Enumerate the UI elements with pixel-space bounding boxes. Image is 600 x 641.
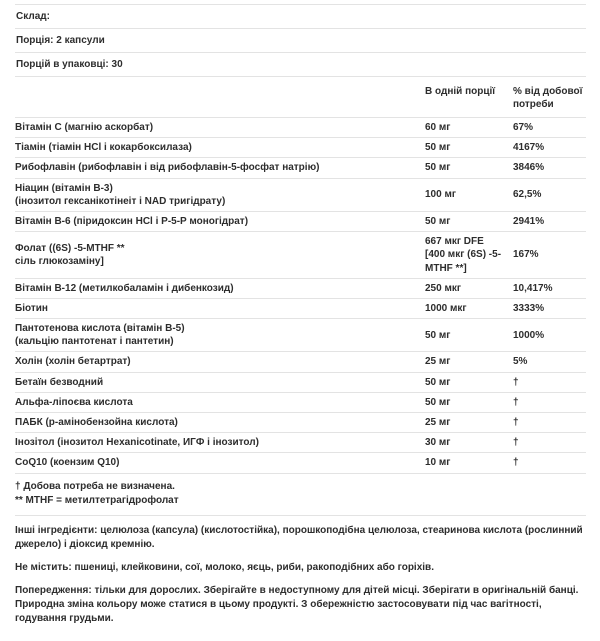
paragraph: Не містить: пшениці, клейковини, сої, мо… [15,561,434,573]
paragraph: Інші інгредієнти: целюлоза (капсула) (ки… [15,524,583,550]
table-row: CoQ10 (коензим Q10) 10 мг † [15,453,586,474]
footnote-daily-value-undefined: † Добова потреба не визначена. [15,480,175,492]
nutrient-daily-value: 3333% [513,302,545,314]
table-header-row: В одній порції % від добової потреби [15,77,586,118]
nutrient-daily-value: 62,5% [513,189,542,201]
table-row: Рибофлавін (рибофлавін і від рибофлавін-… [15,158,586,179]
amount-column-header: В одній порції [425,86,496,97]
nutrient-name: Вітамін B-6 (піридоксин HCl і P-5-P моно… [15,215,249,227]
nutrient-name: Холін (холін бетартрат) [15,356,131,368]
table-row: ПАБК (p-амінобензойна кислота) 25 мг † [15,413,586,434]
nutrient-daily-value: 2941% [513,215,545,227]
nutrient-name: Вітамін C (магнію аскорбат) [15,122,154,133]
nutrient-name: Тіамін (тіамін HCl і кокарбоксилаза) [15,142,192,154]
nutrient-amount: 10 мг [425,457,451,469]
description-paragraphs: Інші інгредієнти: целюлоза (капсула) (ки… [15,516,586,626]
nutrient-table-body: Вітамін C (магнію аскорбат) 60 мг 67% Ті… [15,118,586,474]
nutrient-daily-value: † [513,437,519,449]
nutrient-name: Рибофлавін (рибофлавін і від рибофлавін-… [15,162,320,174]
paragraph: Попередження: тільки для дорослих. Збері… [15,584,579,624]
composition-label: Склад: [15,4,586,29]
nutrient-name: Пантотенова кислота (вітамін B-5) (кальц… [15,323,185,348]
table-row: Бетаїн безводний 50 мг † [15,373,586,393]
nutrient-daily-value: 4167% [513,142,545,154]
table-row: Інозітол (інозитол Hexanicotinate, ИГФ і… [15,433,586,454]
nutrient-amount: 100 мг [425,189,457,201]
table-row: Альфа-ліпоєва кислота 50 мг † [15,393,586,413]
nutrient-daily-value: † [513,457,519,469]
servings-per-container-label: Порцій в упаковці: 30 [15,53,586,77]
nutrient-amount: 1000 мкг [425,302,467,314]
table-row: Вітамін B-6 (піридоксин HCl і P-5-P моно… [15,212,586,233]
nutrient-name: Біотин [15,302,48,314]
nutrient-amount: 50 мг [425,142,451,154]
nutrient-amount: 25 мг [425,417,451,428]
nutrient-name: Інозітол (інозитол Hexanicotinate, ИГФ і… [15,437,259,449]
nutrient-name: CoQ10 (коензим Q10) [15,457,120,469]
nutrient-amount: 30 мг [425,437,451,449]
nutrient-amount: 667 мкг DFE [400 мкг (6S) -5- MTHF **] [425,236,502,274]
table-row: Вітамін C (магнію аскорбат) 60 мг 67% [15,118,586,139]
nutrient-daily-value: 1000% [513,329,545,341]
nutrient-name: Бетаїн безводний [15,376,104,388]
nutrient-daily-value: 67% [513,122,534,133]
table-row: Вітамін B-12 (метилкобаламін і дибенкози… [15,279,586,299]
nutrient-amount: 50 мг [425,162,451,174]
table-row: Холін (холін бетартрат) 25 мг 5% [15,352,586,373]
footnotes-block: † Добова потреба не визначена. ** MTHF =… [15,474,586,516]
nutrient-daily-value: † [513,376,519,388]
table-row: Пантотенова кислота (вітамін B-5) (кальц… [15,319,586,353]
nutrient-name: Ніацин (вітамін B-3) (інозитол гексаніко… [15,182,226,207]
nutrient-name: ПАБК (p-амінобензойна кислота) [15,417,178,428]
nutrient-amount: 25 мг [425,356,451,368]
table-row: Фолат ((6S) -5-MTHF ** сіль глюкозаміну]… [15,232,586,279]
nutrient-amount: 50 мг [425,376,451,388]
nutrient-daily-value: 5% [513,356,528,368]
nutrient-amount: 50 мг [425,329,451,341]
nutrient-name: Альфа-ліпоєва кислота [15,396,133,408]
table-row: Тіамін (тіамін HCl і кокарбоксилаза) 50 … [15,138,586,159]
nutrient-daily-value: 167% [513,249,539,261]
nutrient-amount: 250 мкг [425,282,462,294]
footnote-mthf-definition: ** MTHF = метилтетрагідрофолат [15,494,179,506]
table-row: Біотин 1000 мкг 3333% [15,299,586,320]
serving-size-label: Порція: 2 капсули [15,29,586,53]
nutrient-daily-value: 10,417% [513,282,553,294]
nutrient-daily-value: † [513,417,519,428]
nutrient-amount: 50 мг [425,396,451,408]
nutrient-daily-value: † [513,396,519,408]
nutrient-name: Вітамін B-12 (метилкобаламін і дибенкози… [15,282,234,294]
nutrient-name: Фолат ((6S) -5-MTHF ** сіль глюкозаміну] [15,242,125,267]
daily-value-column-header: % від добової потреби [513,86,583,110]
nutrient-amount: 50 мг [425,215,451,227]
table-row: Ніацин (вітамін B-3) (інозитол гексаніко… [15,179,586,212]
nutrient-daily-value: 3846% [513,162,545,174]
nutrient-amount: 60 мг [425,122,451,133]
